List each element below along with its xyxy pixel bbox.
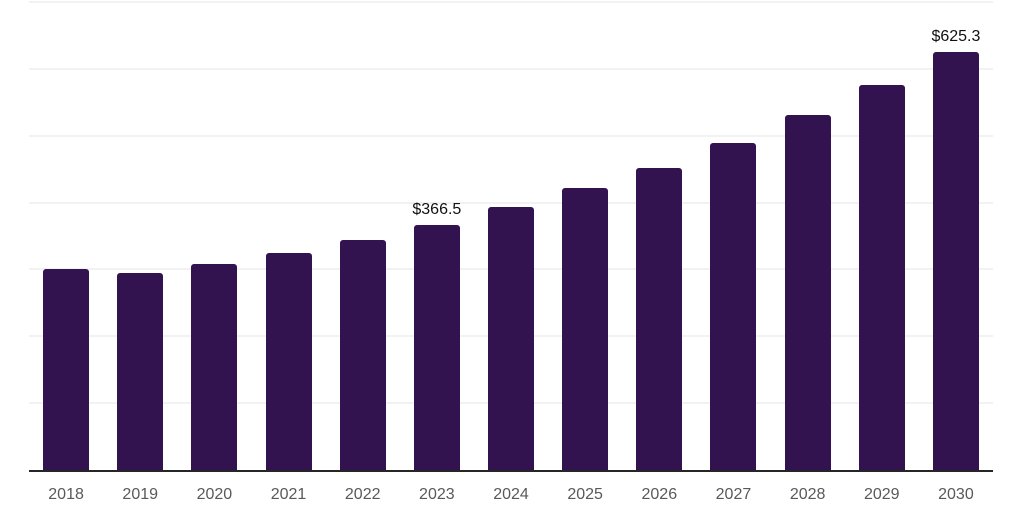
x-tick-2025: 2025 [567,486,603,503]
x-tick-2029: 2029 [863,486,900,503]
x-tick-2022: 2022 [344,486,381,503]
x-tick-2027: 2027 [715,486,752,503]
x-tick-2023: 2023 [419,486,455,503]
bar-2028 [784,114,831,470]
value-label-2023: $366.5 [412,200,462,218]
bar-2022 [339,240,386,470]
x-tick-2030: 2030 [938,486,974,503]
x-tick-2026: 2026 [641,486,678,503]
bar-2018 [43,269,90,470]
x-tick-2019: 2019 [122,486,159,503]
x-tick-2028: 2028 [789,486,826,503]
gridline-400 [29,201,993,204]
x-tick-2021: 2021 [270,486,307,503]
x-tick-2020: 2020 [196,486,233,503]
bar-2029 [858,84,905,470]
bar-2030 [932,51,979,470]
gridline-500 [29,134,993,137]
value-label-2030: $625.3 [931,27,981,45]
bar-2025 [562,188,609,470]
gridline-700 [29,1,993,3]
x-tick-2024: 2024 [493,486,529,503]
x-tick-2018: 2018 [48,486,84,503]
bar-2026 [636,168,683,470]
x-axis-line [29,470,993,472]
bar-2027 [710,143,757,470]
bar-2020 [191,264,238,470]
gridline-600 [29,67,993,70]
bar-2019 [117,272,164,470]
bar-2023 [413,224,460,470]
bar-2024 [488,206,534,470]
bar-2021 [265,253,312,470]
